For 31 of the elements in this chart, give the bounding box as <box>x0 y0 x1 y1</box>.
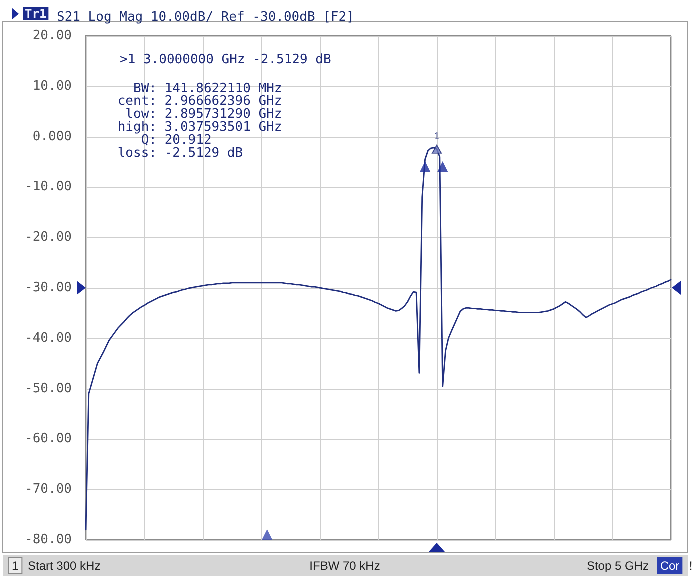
y-tick-label: -40.00 <box>25 330 72 346</box>
chart-title: S21 Log Mag 10.00dB/ Ref -30.00dB [F2] <box>57 10 354 25</box>
text: Cor <box>660 559 680 573</box>
text: ! <box>689 559 693 573</box>
point <box>420 162 431 173</box>
series-label: 1 <box>434 131 440 142</box>
y-tick-label: 10.00 <box>32 78 72 94</box>
y-tick-label: -20.00 <box>25 230 72 246</box>
annotation: cent: 2.966662396 GHz <box>118 94 282 109</box>
y-tick-label: -30.00 <box>25 280 72 296</box>
text: Start 300 kHz <box>28 559 101 573</box>
y-tick-label: -50.00 <box>25 381 72 396</box>
text: IFBW 70 kHz <box>310 559 380 573</box>
annotation: Q: 20.912 <box>141 133 212 148</box>
y-tick-label: 0.000 <box>32 129 72 144</box>
annotation: high: 3.037593501 GHz <box>118 120 282 135</box>
text: Stop 5 GHz <box>586 559 649 573</box>
point <box>432 144 442 154</box>
annotation: >1 3.0000000 GHz -2.5129 dB <box>120 52 332 68</box>
annotation: BW: 141.8622110 MHz <box>134 82 282 96</box>
point <box>437 162 448 173</box>
y-tick-label: 20.00 <box>32 28 72 44</box>
y-tick-label: -70.00 <box>25 482 72 498</box>
annotation: loss: -2.5129 dB <box>118 146 244 161</box>
y-tick-label: -60.00 <box>25 432 72 447</box>
y-tick-label: -10.00 <box>25 180 72 195</box>
y-tick-label: -80.00 <box>25 532 72 548</box>
text: 1 <box>12 559 19 573</box>
text: Tr1 <box>25 7 47 21</box>
point <box>262 529 273 540</box>
annotation: low: 2.895731290 GHz <box>126 107 282 122</box>
